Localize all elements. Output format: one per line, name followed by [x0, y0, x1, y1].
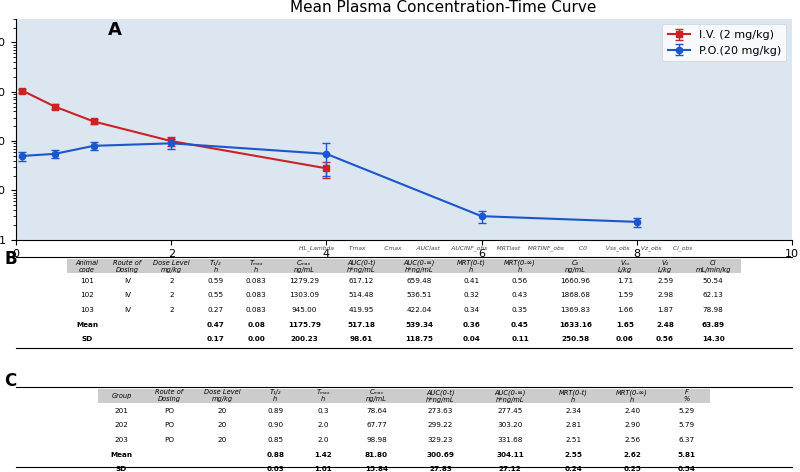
Text: A: A [108, 21, 122, 39]
Text: C: C [4, 372, 17, 390]
Title: Mean Plasma Concentration-Time Curve: Mean Plasma Concentration-Time Curve [290, 0, 596, 15]
X-axis label: Time(h): Time(h) [380, 262, 428, 275]
Text: B: B [4, 250, 17, 268]
Legend: I.V. (2 mg/kg), P.O.(20 mg/kg): I.V. (2 mg/kg), P.O.(20 mg/kg) [662, 25, 786, 61]
Text: HL_Lambda        Tmax          Cmax        AUClast      AUCINF_obs     MRTlast  : HL_Lambda Tmax Cmax AUClast AUCINF_obs M… [299, 245, 693, 251]
